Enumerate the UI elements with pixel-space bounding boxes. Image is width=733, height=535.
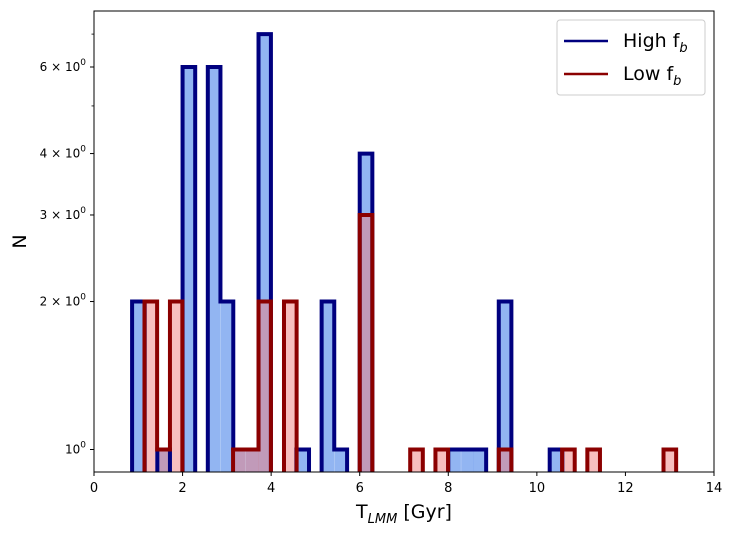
plot-layer: [130, 32, 679, 472]
y-tick-label-3: 4 × 100: [40, 145, 87, 161]
legend-entry-high-fb-sub: b: [679, 41, 687, 56]
bar-high-fb-2: [182, 67, 196, 472]
bar-low-fb-7: [359, 214, 373, 472]
bar-low-fb-1: [157, 449, 170, 472]
x-tick-label-1: 2: [178, 481, 186, 496]
x-axis-label: TLMM [Gyr]: [355, 501, 452, 527]
legend-entry-low-fb-main: Low f: [623, 63, 674, 85]
y-tick-label-2: 3 × 100: [40, 206, 87, 222]
bar-high-fb-3: [207, 67, 221, 472]
bar-high-fb-8: [296, 449, 310, 472]
bar-high-fb-12: [448, 449, 461, 472]
x-tick-label-5: 10: [529, 481, 546, 496]
bar-low-fb-3: [233, 449, 246, 472]
bar-low-fb-0: [144, 301, 158, 472]
y-tick-label-0: 100: [65, 441, 86, 457]
bar-high-fb-14: [473, 449, 487, 472]
x-tick-label-6: 12: [617, 481, 634, 496]
legend-entry-low-fb: Low fb: [623, 63, 681, 89]
bar-high-fb-16: [549, 449, 563, 472]
x-tick-label-7: 14: [706, 481, 723, 496]
x-axis-label-unit: [Gyr]: [397, 501, 452, 523]
bar-high-fb-13: [461, 449, 474, 472]
bar-high-fb-0: [132, 301, 145, 472]
bar-high-fb-15: [498, 301, 512, 472]
x-tick-label-2: 4: [267, 481, 275, 496]
bar-low-fb-11: [562, 449, 575, 472]
x-axis-label-sub: LMM: [368, 512, 398, 527]
bar-high-fb-10: [334, 449, 348, 472]
axes-frame: [93, 10, 715, 473]
bar-low-fb-2: [169, 301, 183, 472]
x-ticks: 0 2 4 6 8 10 12 14: [90, 472, 722, 496]
bar-low-fb-13: [663, 449, 677, 472]
y-tick-label-1: 2 × 100: [40, 293, 87, 309]
bar-low-fb-9: [435, 449, 449, 472]
bar-low-fb-8: [410, 449, 423, 472]
bar-low-fb-5: [258, 301, 271, 472]
legend-entry-high-fb-main: High f: [623, 30, 681, 52]
y-tick-label-4: 6 × 100: [40, 58, 87, 74]
x-tick-label-4: 8: [444, 481, 452, 496]
x-tick-label-0: 0: [90, 481, 98, 496]
legend: High fb Low fb: [556, 19, 706, 96]
bar-low-fb-10: [498, 449, 512, 472]
bar-low-fb-4: [245, 449, 259, 472]
legend-entry-low-fb-sub: b: [673, 74, 681, 89]
bar-low-fb-12: [587, 449, 600, 472]
y-axis-label: N: [9, 234, 31, 248]
x-tick-label-3: 6: [356, 481, 364, 496]
x-axis-label-main: T: [355, 501, 368, 523]
bar-high-fb-4: [220, 301, 234, 472]
bar-low-fb-6: [283, 301, 297, 472]
bar-high-fb-9: [321, 301, 335, 472]
legend-box: [556, 19, 706, 96]
legend-entry-high-fb: High fb: [623, 30, 688, 56]
y-ticks: 100 2 × 100 3 × 100 4 × 100 6 × 100: [40, 33, 94, 457]
outline-low-fb: [142, 212, 679, 472]
